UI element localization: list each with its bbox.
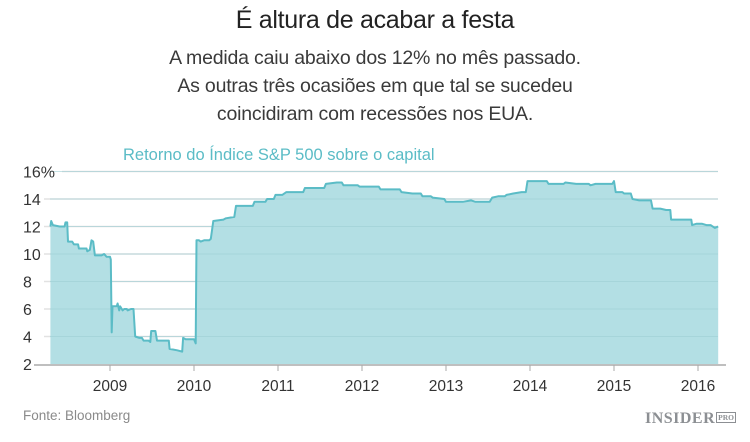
chart-subtitle-line-3: coincidiram com recessões nos EUA.: [216, 103, 534, 125]
chart-subtitle-line-1: A medida caiu abaixo dos 12% no mês pass…: [169, 47, 581, 69]
x-tick-label: 2011: [261, 378, 294, 395]
chart-subtitle-line-2: As outras três ocasiões em que tal se su…: [177, 75, 573, 97]
x-tick-label: 2016: [681, 378, 715, 395]
y-tick-label: 6: [23, 302, 32, 319]
x-axis: 2009 2010 2011 2012 2013 2014 2015 2016: [34, 364, 726, 395]
logo-badge: PRO: [716, 412, 736, 423]
y-tick-label: 2: [23, 357, 32, 374]
chart-title: É altura de acabar a festa: [235, 6, 515, 34]
x-tick-label: 2012: [345, 378, 379, 395]
y-tick-label: 10: [23, 247, 41, 264]
series-label: Retorno do Índice S&P 500 sobre o capita…: [123, 146, 435, 164]
source-note: Fonte: Bloomberg: [23, 408, 131, 423]
x-tick-label: 2014: [513, 378, 548, 395]
y-tick-label: 4: [23, 330, 32, 347]
y-axis: 2 4 6 8 10 12 14 16%: [23, 165, 55, 375]
y-tick-label: 16%: [23, 165, 55, 182]
x-tick-label: 2013: [429, 378, 463, 395]
y-tick-label: 12: [23, 220, 41, 237]
x-tick-label: 2010: [177, 378, 212, 395]
insider-pro-logo: INSIDER PRO: [645, 410, 736, 428]
x-tick-label: 2009: [93, 378, 127, 395]
data-line: [49, 180, 719, 353]
x-tick-label: 2015: [597, 378, 631, 395]
y-tick-label: 14: [23, 192, 41, 209]
y-tick-label: 8: [23, 275, 32, 292]
logo-text: INSIDER: [644, 410, 716, 427]
